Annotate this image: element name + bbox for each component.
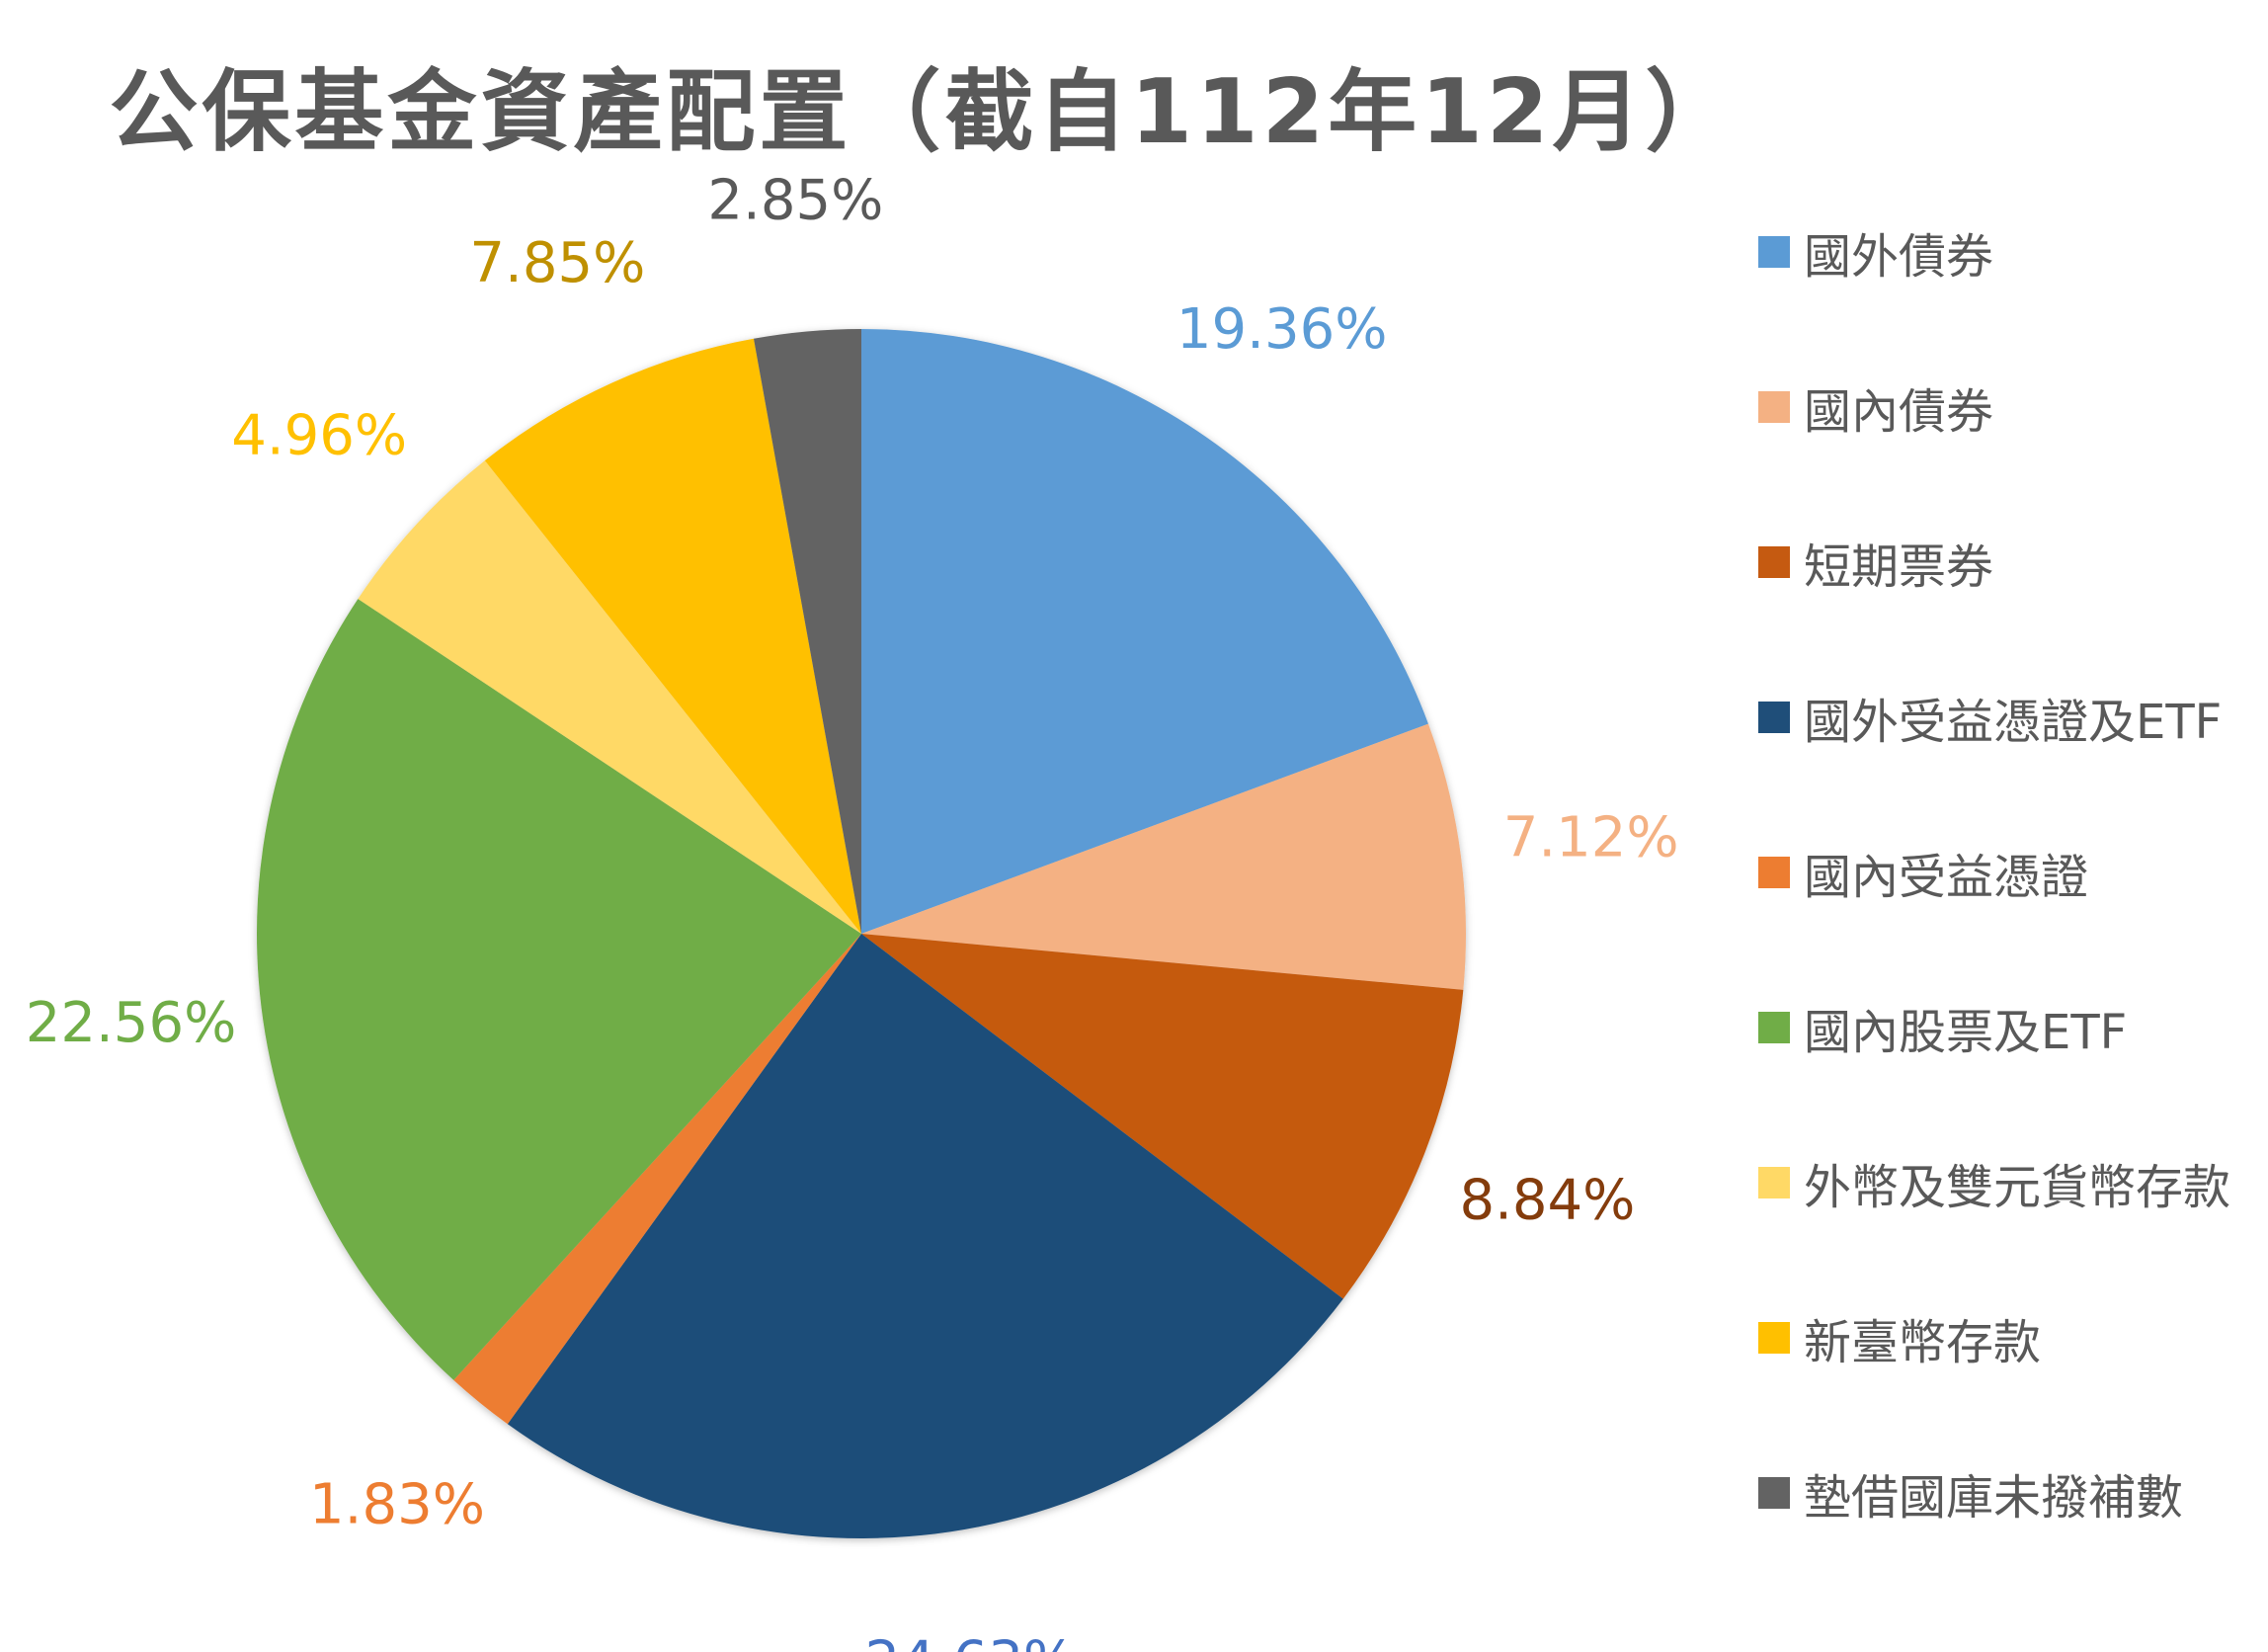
legend-item-2: 國內債券: [1758, 377, 1993, 440]
pie-slice-2: [861, 723, 1466, 990]
data-label-8: 7.85%: [469, 231, 645, 295]
data-label-3: 8.84%: [1459, 1168, 1635, 1232]
legend-label: 墊借國庫未撥補數: [1804, 1470, 2184, 1526]
pie-slice-4: [507, 934, 1343, 1539]
pie-data-labels: 19.36% 7.12% 8.84% 24.63% 1.83% 22.56% 4.96% 7.…: [26, 168, 1679, 1652]
data-label-5: 1.83%: [309, 1473, 485, 1537]
legend-item-7: 外幣及雙元貨幣存款: [1758, 1153, 2230, 1215]
legend-label: 國外債券: [1804, 229, 1994, 285]
pie-slice-6: [257, 599, 862, 1380]
data-label-2: 7.12%: [1503, 805, 1679, 869]
legend-swatch: [1758, 391, 1790, 423]
legend-label: 國內債券: [1804, 384, 1994, 440]
data-label-1: 19.36%: [1176, 297, 1388, 362]
data-label-9: 2.85%: [707, 168, 883, 232]
chart-title: 公保基金資產配置（截自112年12月）: [109, 60, 1739, 164]
legend-item-9: 墊借國庫未撥補數: [1758, 1463, 2183, 1526]
legend-swatch: [1758, 236, 1790, 268]
legend-item-1: 國外債券: [1758, 222, 1993, 285]
data-label-7: 4.96%: [231, 404, 407, 468]
legend-item-3: 短期票券: [1758, 533, 1993, 595]
legend-swatch: [1758, 546, 1790, 578]
legend-item-6: 國內股票及ETF: [1758, 998, 2127, 1060]
pie-slices: [257, 329, 1466, 1539]
legend-label: 國外受益憑證及ETF: [1804, 695, 2223, 750]
pie-slice-8: [484, 338, 861, 934]
legend-swatch: [1758, 1477, 1790, 1509]
legend-label: 新臺幣存款: [1804, 1315, 2042, 1370]
legend-swatch: [1758, 1167, 1790, 1198]
pie-slice-9: [753, 329, 861, 934]
legend-swatch: [1758, 1322, 1790, 1354]
legend-label: 外幣及雙元貨幣存款: [1804, 1160, 2231, 1215]
pie-slice-1: [861, 329, 1428, 934]
data-label-4: 24.63%: [865, 1629, 1077, 1652]
legend-label: 國內受益憑證: [1804, 850, 2089, 905]
legend-item-8: 新臺幣存款: [1758, 1308, 2041, 1370]
legend-swatch: [1758, 857, 1790, 888]
legend-item-4: 國外受益憑證及ETF: [1758, 688, 2222, 750]
legend-swatch: [1758, 702, 1790, 733]
pie-slice-7: [358, 460, 861, 934]
legend-label: 國內股票及ETF: [1804, 1005, 2128, 1060]
pie-slice-3: [861, 934, 1464, 1299]
legend-item-5: 國內受益憑證: [1758, 843, 2088, 905]
data-label-6: 22.56%: [26, 991, 237, 1055]
legend-swatch: [1758, 1012, 1790, 1043]
legend-label: 短期票券: [1804, 539, 1994, 595]
pie-slice-5: [453, 934, 861, 1425]
